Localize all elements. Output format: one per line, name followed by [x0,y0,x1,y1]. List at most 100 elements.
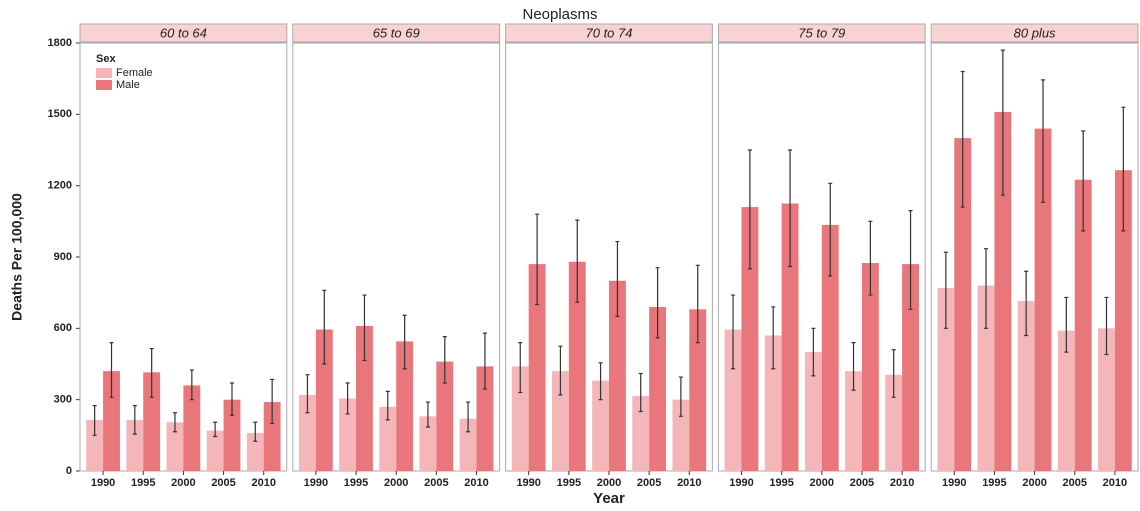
x-tick-label: 2010 [1103,477,1127,489]
error-bar [575,219,580,303]
y-tick-label: 1500 [48,108,72,120]
bar [781,203,799,471]
strip [292,23,501,43]
error-bar [535,213,540,306]
x-tick-label: 2010 [464,477,488,489]
bar [86,419,104,471]
error-bar [908,210,913,310]
bar [672,399,690,471]
error-bar [172,412,177,433]
bar [126,419,144,471]
error-bar [1121,106,1126,232]
bar [356,325,373,471]
y-tick-label: 900 [54,251,72,263]
error-bar [92,405,97,436]
error-bar [442,336,447,384]
error-bar [695,264,700,344]
error-bar [109,342,114,398]
error-bar [362,294,367,362]
x-tick-label: 1995 [131,477,155,489]
facet-title: 60 to 64 [160,25,207,40]
x-tick-label: 2005 [1063,477,1087,489]
x-tick-label: 1995 [982,477,1006,489]
error-bar [482,332,487,390]
bar [1017,300,1035,471]
bar [263,402,281,471]
legend-swatch [96,80,112,90]
x-tick-label: 1995 [344,477,368,489]
error-bar [213,421,218,438]
bar [885,374,903,471]
x-tick-label: 1990 [729,477,753,489]
error-bar [1041,79,1046,203]
bar [902,264,919,471]
y-tick-label: 600 [54,322,72,334]
bar [568,261,586,471]
error-bar [132,405,137,435]
error-bar [747,149,752,270]
error-bar [322,289,327,365]
strip [79,23,288,43]
bar [1057,330,1075,471]
x-tick-label: 1990 [942,477,966,489]
x-tick-label: 1995 [769,477,793,489]
error-bar [1064,296,1069,353]
facet-title: 65 to 69 [373,25,420,40]
error-bar [828,182,833,277]
bar [206,430,224,471]
error-bar [229,382,234,416]
bar [396,341,414,471]
x-tick-label: 2005 [850,477,874,489]
bar [821,224,839,471]
bar [649,306,667,471]
bar [592,380,609,471]
bar [315,329,333,471]
bar [299,394,316,471]
bar [764,335,782,471]
bar [103,371,120,471]
x-tick-label: 1995 [557,477,581,489]
error-bar [305,374,310,414]
bar [977,285,995,471]
bar [419,416,437,471]
bar [476,366,494,471]
x-axis-label: Year [593,490,625,507]
error-bar [638,372,643,413]
legend-title: Sex [96,53,116,65]
error-bar [270,378,275,425]
x-tick-label: 2010 [251,477,275,489]
bar [459,418,477,471]
x-tick-label: 1990 [91,477,115,489]
bar [1034,128,1052,471]
x-tick-label: 2005 [637,477,661,489]
x-tick-label: 2010 [677,477,701,489]
x-tick-label: 2000 [810,477,834,489]
x-tick-label: 2000 [384,477,408,489]
error-bar [149,347,154,398]
error-bar [425,401,430,428]
error-bar [943,251,948,329]
strip [505,23,713,43]
error-bar [615,240,620,318]
bar [724,329,742,471]
error-bar [655,267,660,339]
y-tick-label: 300 [54,394,72,406]
error-bar [598,362,603,401]
error-bar [518,342,523,394]
bar [166,422,184,471]
bar [246,432,264,471]
bar [511,366,529,471]
bar [1114,170,1132,471]
error-bar [1000,49,1005,196]
error-bar [1104,296,1109,356]
bar [379,406,397,471]
error-bar [731,294,736,370]
y-axis-label: Deaths Per 100,000 [9,193,25,321]
bar [804,352,822,471]
bar [937,287,955,471]
error-bar [385,390,390,421]
error-bar [811,327,816,377]
x-tick-label: 1990 [516,477,540,489]
bar [339,398,357,471]
